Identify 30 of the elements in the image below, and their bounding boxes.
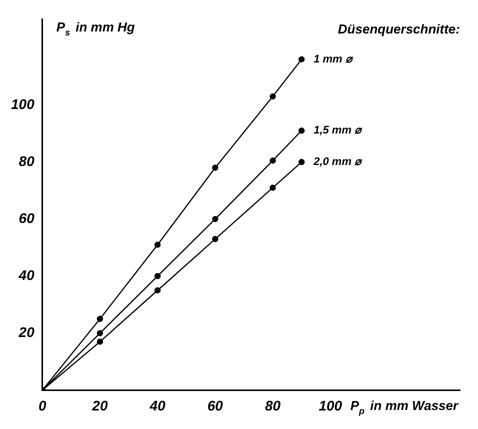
- y-tick-label: 100: [11, 96, 35, 112]
- x-tick-label: 0: [38, 397, 46, 414]
- point: [96, 338, 104, 345]
- y-tick-label: 80: [18, 152, 35, 169]
- y-tick-label: 60: [18, 210, 35, 226]
- point: [154, 242, 161, 248]
- x-tick-label: 100: [318, 397, 342, 414]
- series-label: 1 mm ⌀: [314, 53, 354, 66]
- point: [212, 164, 218, 171]
- x-tick-label: 20: [91, 397, 108, 414]
- point: [96, 316, 104, 322]
- point: [212, 236, 218, 242]
- point: [270, 184, 276, 191]
- legend-title: Düsenquerschnitte:: [338, 21, 460, 36]
- point: [270, 157, 276, 164]
- point: [154, 287, 161, 294]
- point: [270, 93, 276, 100]
- point: [212, 216, 218, 222]
- x-tick-label: 40: [148, 397, 166, 414]
- point: [96, 330, 104, 336]
- series-label: 2,0 mm ⌀: [312, 156, 363, 168]
- series-label: 1,5 mm ⌀: [314, 124, 363, 137]
- point: [298, 158, 305, 166]
- y-tick-label: 40: [18, 266, 35, 283]
- point: [298, 128, 305, 134]
- x-tick-label: 60: [207, 397, 224, 414]
- point: [154, 273, 161, 280]
- point: [298, 56, 305, 62]
- y-tick-label: 20: [18, 324, 35, 340]
- x-tick-label: 80: [264, 397, 281, 414]
